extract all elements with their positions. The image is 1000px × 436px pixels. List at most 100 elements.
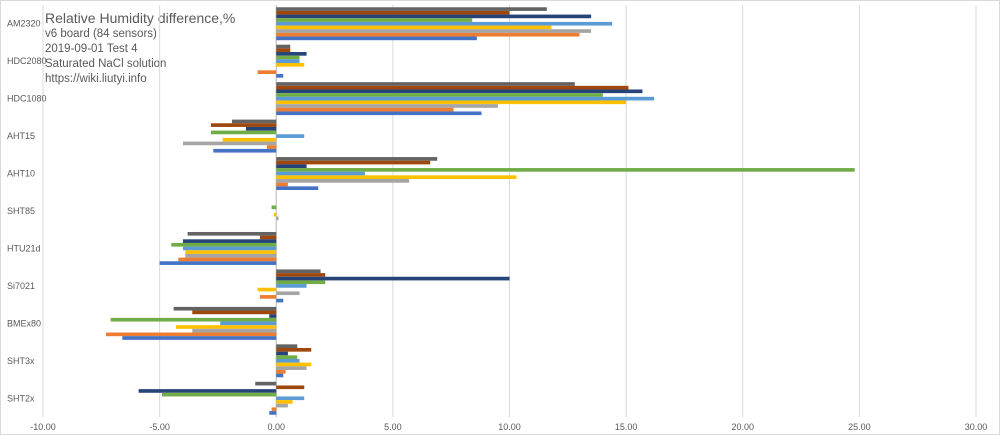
bar [269, 411, 277, 415]
bar [276, 216, 279, 221]
bar [276, 291, 300, 296]
bar [110, 317, 277, 322]
category-label: HDC1080 [7, 94, 47, 104]
bar [173, 306, 277, 311]
bar [259, 295, 277, 299]
x-tick-label: 5.00 [384, 422, 402, 432]
bar [213, 148, 277, 153]
bar [276, 59, 300, 64]
bar [276, 157, 438, 161]
x-tick-label: 25.00 [848, 422, 871, 432]
bar [276, 48, 291, 53]
bar [276, 164, 307, 169]
bar [175, 325, 277, 329]
bar [271, 205, 277, 210]
bar [276, 284, 307, 288]
category-label: AHT10 [7, 169, 35, 179]
category-label: SHT85 [7, 206, 35, 216]
bar [276, 32, 580, 37]
bar [276, 63, 305, 67]
bar [276, 14, 592, 19]
bar [185, 253, 277, 258]
bar [271, 407, 277, 412]
bar [182, 239, 277, 243]
bar [266, 145, 277, 149]
bar [276, 276, 510, 281]
bar [276, 362, 312, 367]
bar [276, 25, 552, 30]
chart-title: Relative Humidity difference,% [45, 10, 236, 26]
bar [276, 385, 305, 390]
bar [257, 287, 277, 292]
bar [276, 186, 319, 191]
bar [122, 336, 277, 340]
category-label: AM2320 [7, 19, 41, 29]
bar [138, 389, 277, 393]
bar [276, 344, 298, 349]
bar [192, 310, 277, 315]
bar [276, 175, 517, 180]
bar [273, 212, 277, 217]
bar [178, 257, 277, 262]
bar [192, 328, 277, 333]
category-label: Si7021 [7, 281, 35, 291]
bar [276, 298, 284, 303]
category-label: HTU21d [7, 243, 41, 253]
bar [185, 250, 277, 254]
bar [276, 82, 575, 86]
bar [269, 314, 277, 318]
bar [276, 96, 655, 101]
bar [276, 44, 291, 49]
bar [187, 231, 277, 236]
x-tick-label: 10.00 [498, 422, 521, 432]
category-label: SHT3x [7, 356, 35, 366]
x-tick-label: 30.00 [965, 422, 988, 432]
bar [182, 246, 277, 251]
bar [276, 400, 293, 404]
bar [276, 280, 326, 285]
bar [276, 18, 473, 22]
bar [182, 141, 277, 146]
bar [276, 134, 305, 138]
bar [276, 373, 284, 378]
bar [255, 381, 277, 386]
bar [276, 7, 547, 11]
bar [276, 403, 288, 408]
bar [171, 242, 277, 247]
bar [276, 100, 627, 105]
bar [276, 107, 454, 112]
bar [245, 126, 277, 131]
category-label: AHT15 [7, 131, 35, 141]
category-label: HDC2080 [7, 56, 47, 66]
bar [276, 182, 288, 187]
bar [276, 73, 284, 78]
x-tick-label: -5.00 [149, 422, 170, 432]
bar [259, 235, 277, 240]
bar [276, 89, 643, 94]
bar [159, 261, 277, 265]
bar [105, 332, 277, 337]
bar [231, 119, 277, 124]
bar [222, 137, 277, 142]
bar [276, 358, 300, 363]
bar [210, 130, 277, 135]
bar [276, 21, 613, 26]
bar [276, 160, 431, 165]
bar [276, 269, 321, 274]
bar [276, 351, 288, 356]
subtitle-line-3: Saturated NaCl solution [45, 58, 167, 70]
bar [276, 29, 592, 33]
bar [276, 111, 482, 116]
subtitle-line-4: https://wiki.liutyi.info [45, 73, 147, 85]
bar [276, 168, 855, 172]
bar [276, 104, 498, 108]
bar [210, 123, 277, 127]
bar [276, 55, 300, 60]
bar [276, 179, 410, 183]
bar [276, 396, 305, 401]
bar [276, 369, 286, 374]
subtitle-line-1: v6 board (84 sensors) [45, 28, 157, 40]
bar [276, 52, 307, 56]
category-label: SHT2x [7, 393, 35, 403]
